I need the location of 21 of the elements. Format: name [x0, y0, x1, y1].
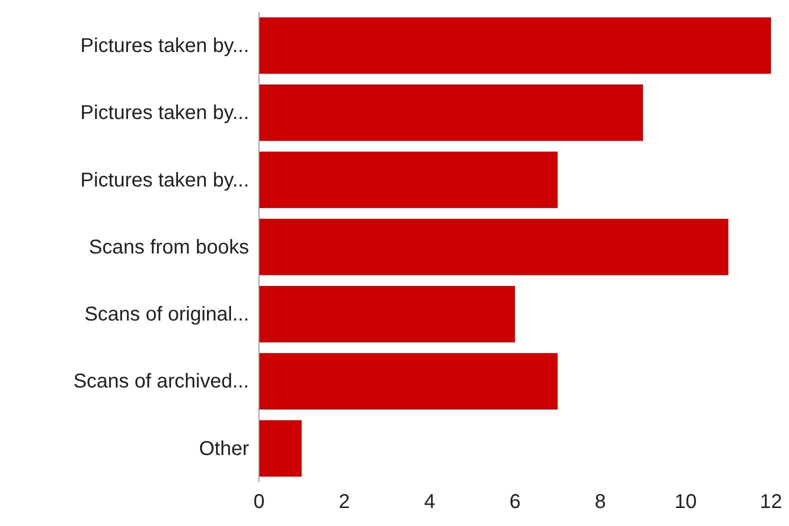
x-tick-label: 8 — [594, 491, 606, 514]
y-tick-label: Scans of original... — [84, 304, 249, 326]
y-tick-label: Scans from books — [88, 236, 249, 258]
bar — [259, 353, 558, 410]
y-tick-label: Pictures taken by... — [80, 102, 249, 124]
bar — [259, 152, 558, 208]
y-tick-label: Pictures taken by... — [80, 34, 249, 57]
bar — [259, 17, 771, 74]
x-tick-label: 4 — [424, 491, 436, 514]
y-tick-label: Other — [198, 438, 250, 460]
x-tick-label: 10 — [674, 491, 697, 514]
bar — [259, 218, 728, 276]
x-tick-label: 12 — [760, 491, 782, 514]
x-tick-label: 2 — [338, 491, 350, 514]
x-tick-label: 0 — [253, 491, 265, 514]
bar — [259, 286, 515, 342]
bar — [259, 420, 302, 477]
y-tick-label: Scans of archived... — [73, 370, 249, 393]
x-tick-label: 6 — [509, 491, 521, 514]
y-tick-label: Pictures taken by... — [80, 169, 249, 192]
bar — [259, 84, 643, 141]
